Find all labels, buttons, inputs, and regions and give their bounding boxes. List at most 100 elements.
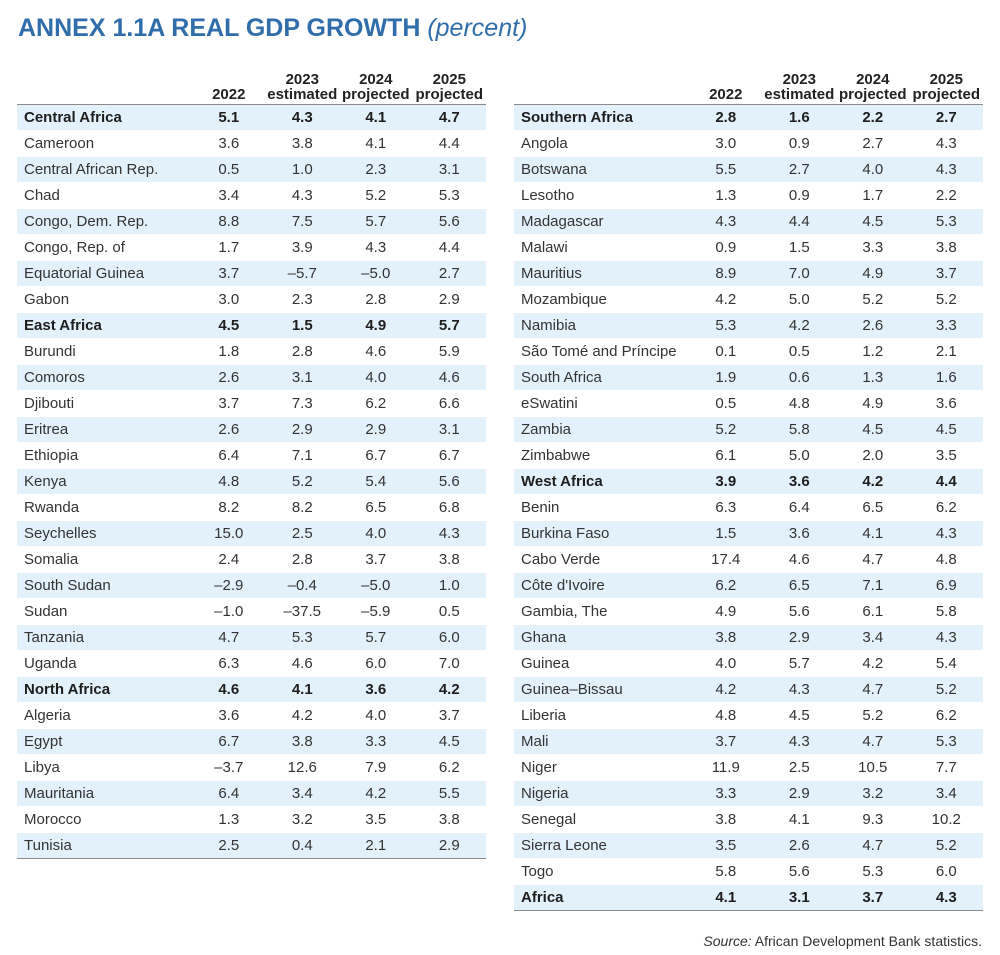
country-name: Liberia [514,702,689,729]
table-row: Algeria 3.6 4.2 4.0 3.7 [17,702,486,729]
country-name: Sierra Leone [514,832,689,859]
growth-value: 7.7 [909,754,983,781]
growth-value: –1.0 [192,598,266,625]
growth-value: 4.2 [836,468,910,495]
country-name: Nigeria [514,780,689,807]
growth-value: –2.9 [192,572,266,599]
table-row: Sudan –1.0 –37.5 –5.9 0.5 [17,598,486,625]
growth-value: 5.4 [909,650,983,677]
country-name: Central Africa [17,104,192,131]
growth-value: 2.9 [265,416,339,443]
growth-value: 5.2 [836,702,910,729]
table-row: Zimbabwe 6.1 5.0 2.0 3.5 [514,442,983,469]
table-row: Mauritania 6.4 3.4 4.2 5.5 [17,780,486,807]
growth-value: 1.3 [836,364,910,391]
header-2023-estimated: 2023 estimated [762,62,836,105]
header-2022: 2022 [192,62,266,105]
growth-value: 0.5 [689,390,763,417]
growth-value: 1.3 [192,806,266,833]
growth-value: 0.9 [762,130,836,157]
table-row: Rwanda 8.2 8.2 6.5 6.8 [17,494,486,521]
country-name: Eritrea [17,416,192,443]
growth-value: 6.5 [836,494,910,521]
header-country [17,62,192,105]
growth-value: 3.8 [689,806,763,833]
growth-value: 5.7 [762,650,836,677]
country-name: Algeria [17,702,192,729]
country-name: Ghana [514,624,689,651]
growth-value: 4.7 [192,624,266,651]
country-name: Chad [17,182,192,209]
growth-value: 4.9 [836,260,910,287]
table-row: Chad 3.4 4.3 5.2 5.3 [17,182,486,209]
growth-value: 4.3 [762,728,836,755]
country-name: Southern Africa [514,104,689,131]
growth-value: 4.2 [762,312,836,339]
source-text: African Development Bank statistics. [751,933,982,949]
growth-value: 3.8 [412,806,486,833]
growth-value: 3.4 [909,780,983,807]
growth-value: 3.3 [836,234,910,261]
gdp-table-right-body: Southern Africa 2.8 1.6 2.2 2.7 Angola 3.0 0.9 2… [514,104,983,911]
growth-value: 2.9 [412,286,486,313]
growth-value: 1.6 [909,364,983,391]
table-row: Madagascar 4.3 4.4 4.5 5.3 [514,208,983,235]
growth-value: 8.9 [689,260,763,287]
growth-value: 4.0 [339,364,413,391]
growth-value: 3.8 [689,624,763,651]
growth-value: 6.6 [412,390,486,417]
country-name: Lesotho [514,182,689,209]
growth-value: 3.4 [192,182,266,209]
country-name: Angola [514,130,689,157]
growth-value: 3.7 [909,260,983,287]
header-2022: 2022 [689,62,763,105]
growth-value: 4.0 [836,156,910,183]
growth-value: 0.1 [689,338,763,365]
growth-value: 0.5 [762,338,836,365]
country-name: Rwanda [17,494,192,521]
growth-value: 1.5 [689,520,763,547]
growth-value: 6.2 [339,390,413,417]
growth-value: 4.1 [836,520,910,547]
growth-value: 4.2 [689,676,763,703]
gdp-table-right: 2022 2023 estimated 2024 projected 2025 pro… [514,62,983,911]
title-main: ANNEX 1.1A REAL GDP GROWTH [18,14,421,42]
country-name: Namibia [514,312,689,339]
growth-value: 5.0 [762,286,836,313]
growth-value: 3.8 [909,234,983,261]
table-header-row: 2022 2023 estimated 2024 projected 2025 pro… [514,62,983,105]
table-row: Comoros 2.6 3.1 4.0 4.6 [17,364,486,391]
growth-value: 3.6 [762,468,836,495]
growth-value: 2.7 [836,130,910,157]
table-row: Burundi 1.8 2.8 4.6 5.9 [17,338,486,365]
table-row: Libya –3.7 12.6 7.9 6.2 [17,754,486,781]
growth-value: 4.3 [412,520,486,547]
growth-value: 8.8 [192,208,266,235]
growth-value: 5.8 [909,598,983,625]
country-name: Cabo Verde [514,546,689,573]
growth-value: 4.6 [762,546,836,573]
growth-value: 4.6 [192,676,266,703]
growth-value: 2.0 [836,442,910,469]
table-row: Eritrea 2.6 2.9 2.9 3.1 [17,416,486,443]
table-row: Mali 3.7 4.3 4.7 5.3 [514,728,983,755]
table-row: Guinea–Bissau 4.2 4.3 4.7 5.2 [514,676,983,703]
growth-value: 5.6 [762,598,836,625]
growth-value: 1.5 [265,312,339,339]
table-row: Mauritius 8.9 7.0 4.9 3.7 [514,260,983,287]
growth-value: 2.8 [339,286,413,313]
growth-value: 2.4 [192,546,266,573]
growth-value: 4.5 [836,208,910,235]
table-row: Niger 11.9 2.5 10.5 7.7 [514,754,983,781]
growth-value: 3.1 [265,364,339,391]
growth-value: 10.2 [909,806,983,833]
growth-value: 2.2 [909,182,983,209]
table-row: Botswana 5.5 2.7 4.0 4.3 [514,156,983,183]
table-row: Central African Rep. 0.5 1.0 2.3 3.1 [17,156,486,183]
growth-value: 4.1 [339,104,413,131]
gdp-table-left-body: Central Africa 5.1 4.3 4.1 4.7 Cameroon 3.6 3.8… [17,104,486,859]
table-row: Mozambique 4.2 5.0 5.2 5.2 [514,286,983,313]
growth-value: 3.1 [412,416,486,443]
country-name: Djibouti [17,390,192,417]
growth-value: 5.2 [836,286,910,313]
